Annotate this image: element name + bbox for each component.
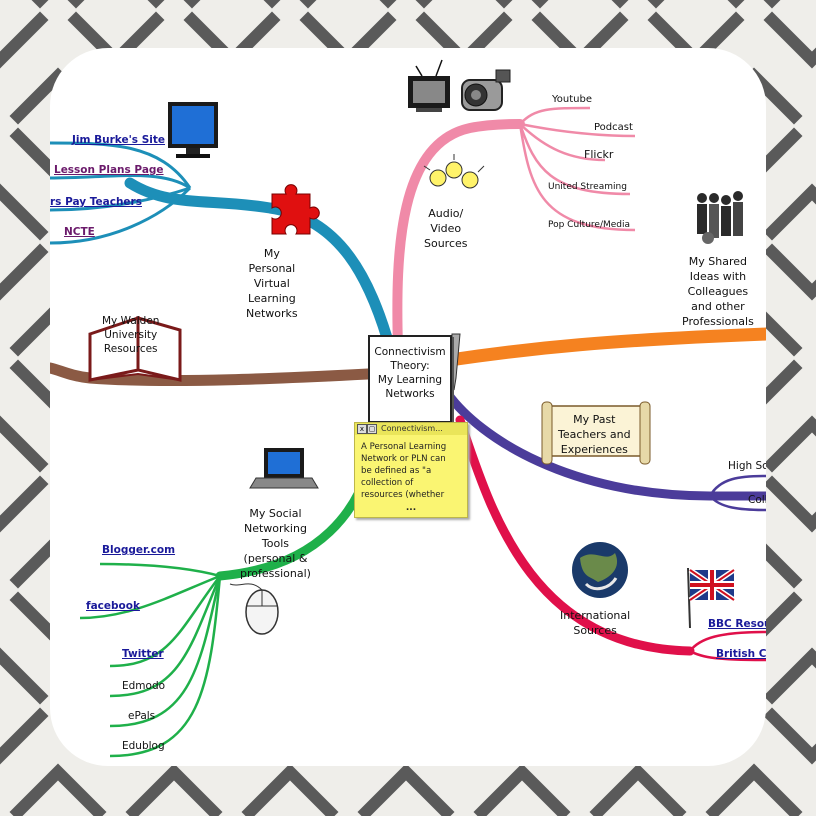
note-header: x ▢ Connectivism... (355, 423, 467, 435)
central-topic[interactable]: Connectivism Theory: My Learning Network… (368, 335, 452, 423)
item-edmodo[interactable]: Edmodo (122, 680, 166, 692)
maximize-icon[interactable]: ▢ (367, 424, 377, 434)
link-facebook[interactable]: facebook (86, 600, 140, 612)
mind-map-card: Connectivism Theory: My Learning Network… (50, 48, 766, 766)
union-jack-flag-icon (687, 567, 736, 629)
audio-video-label: Audio/ Video Sources (424, 207, 468, 250)
item-edublog[interactable]: Edublog (122, 740, 165, 752)
branch-personal-networks (124, 177, 396, 354)
chevron-shape (763, 647, 816, 765)
video-camera-icon (461, 69, 511, 111)
chevron-shape (125, 763, 223, 816)
tv-icon (408, 59, 450, 112)
link-bbc-resources[interactable]: BBC Resour (708, 618, 766, 630)
link-lesson-plans[interactable]: Lesson Plans Page (54, 164, 164, 176)
link-twitter[interactable]: Twitter (122, 648, 164, 660)
item-pop-culture[interactable]: Pop Culture/Media (548, 220, 631, 230)
item-youtube[interactable]: Youtube (552, 94, 592, 105)
item-united-streaming[interactable]: United Streaming (548, 182, 627, 192)
chevron-shape (0, 647, 49, 765)
branch-shared-ideas (443, 327, 766, 367)
walden-label: My Walden University Resources (102, 315, 160, 355)
personal-networks-label: My Personal Virtual Learning Networks (246, 247, 298, 320)
laptop-icon (249, 448, 319, 489)
link-ncte[interactable]: NCTE (64, 226, 95, 238)
shared-ideas-label: My Shared Ideas with Colleagues and othe… (682, 255, 754, 328)
chevron-shape (763, 415, 816, 533)
international-label: International Sources (560, 609, 631, 637)
link-teachers-pay-teachers[interactable]: rs Pay Teachers (50, 196, 142, 208)
close-icon[interactable]: x (357, 424, 367, 434)
branch-audio-video (392, 119, 525, 353)
note-text: A Personal Learning Network or PLN can b… (361, 442, 447, 500)
branch-walden (50, 362, 374, 387)
chevron-shape (705, 763, 803, 816)
book-icon (88, 315, 182, 382)
branch-personal-links (50, 141, 192, 189)
chevron-shape (763, 183, 816, 301)
chevron-shape (0, 0, 49, 69)
chevron-shape (9, 763, 107, 816)
chevron-shape (357, 763, 455, 816)
chevron-shape (241, 763, 339, 816)
chevron-shape (0, 415, 49, 533)
branch-past-teachers (443, 389, 766, 501)
note-title: Connectivism... (381, 424, 443, 433)
pen-icon (451, 333, 461, 391)
chevron-shape (0, 183, 49, 301)
social-tools-label: My Social Networking Tools (personal & p… (240, 507, 311, 580)
link-british-council[interactable]: British Co (716, 648, 766, 660)
scroll-icon (541, 401, 651, 465)
note-more-indicator[interactable]: ... (405, 503, 417, 513)
chevron-shape (473, 763, 571, 816)
chevron-shape (589, 763, 687, 816)
branch-international (455, 415, 695, 656)
chevron-shape (763, 0, 816, 69)
item-epals[interactable]: ePals (128, 710, 156, 722)
past-teachers-label: My Past Teachers and Experiences (558, 413, 631, 456)
monitor-icon (168, 102, 218, 158)
link-blogger[interactable]: Blogger.com (102, 544, 176, 556)
link-jim-burke[interactable]: Jim Burke's Site (72, 134, 166, 146)
mouse-icon (229, 583, 279, 635)
branch-lines (50, 59, 766, 758)
central-topic-text: Connectivism Theory: My Learning Network… (374, 346, 446, 400)
item-high-school[interactable]: High Sc (728, 460, 766, 472)
item-college[interactable]: Coll (748, 494, 766, 506)
item-flickr[interactable]: Flickr (584, 148, 614, 161)
people-group-icon (697, 191, 743, 244)
globe-icon (572, 542, 628, 598)
sticky-note[interactable]: x ▢ Connectivism... A Personal Learning … (354, 422, 468, 518)
puzzle-piece-icon (271, 184, 320, 235)
item-podcast[interactable]: Podcast (594, 122, 633, 133)
light-bulbs-icon (423, 154, 485, 189)
